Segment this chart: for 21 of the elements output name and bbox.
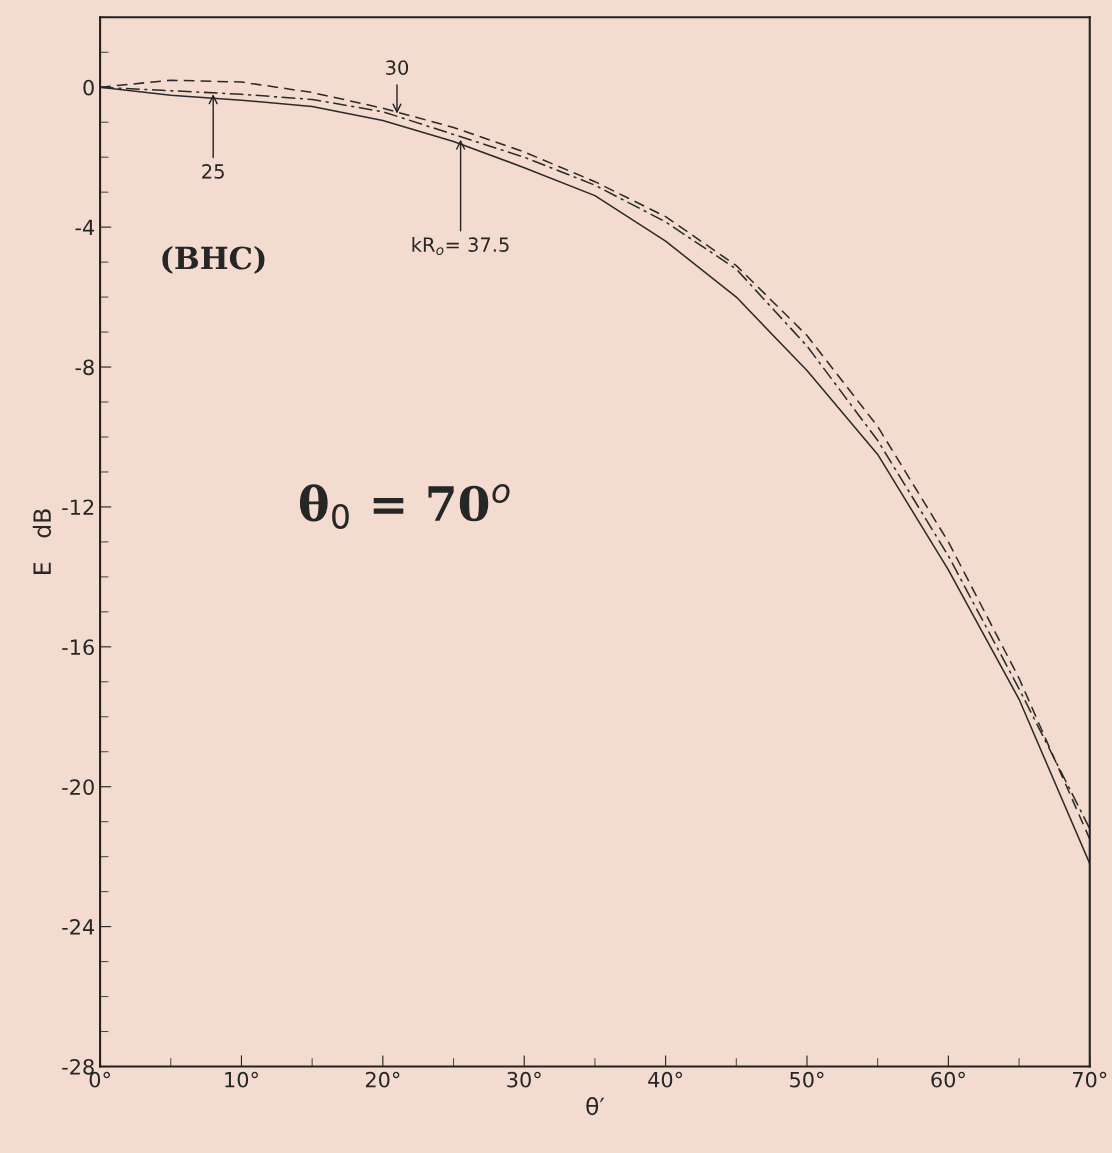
y-tick-label: 0 (83, 79, 94, 96)
x-tick-label: 40° (648, 1071, 683, 1088)
x-tick-label: 20° (365, 1071, 400, 1088)
x-tick-label: 10° (225, 1071, 258, 1088)
y-tick-label: -24 (62, 919, 95, 935)
x-tick-label: 50° (790, 1071, 824, 1088)
y-tick-label: -4 (75, 219, 95, 236)
x-tick-label: 70° (1073, 1071, 1107, 1088)
annotation: θ$_{0}$ = 70$^{o}$ (299, 484, 510, 529)
annotation: 25 (202, 164, 224, 179)
y-tick-label: -8 (75, 359, 94, 376)
y-tick-label: -12 (62, 499, 94, 515)
annotation: 30 (386, 60, 409, 75)
x-tick-label: 30° (507, 1071, 541, 1088)
annotation: (BHC) (162, 245, 265, 274)
y-tick-label: -20 (62, 779, 94, 795)
x-axis-title: θ′ (586, 1096, 605, 1116)
y-tick-label: -16 (62, 639, 94, 656)
x-tick-label: 60° (931, 1071, 965, 1088)
y-axis-title: E dB (32, 509, 52, 574)
annotation: kR$_{o}$= 37.5 (412, 236, 509, 256)
